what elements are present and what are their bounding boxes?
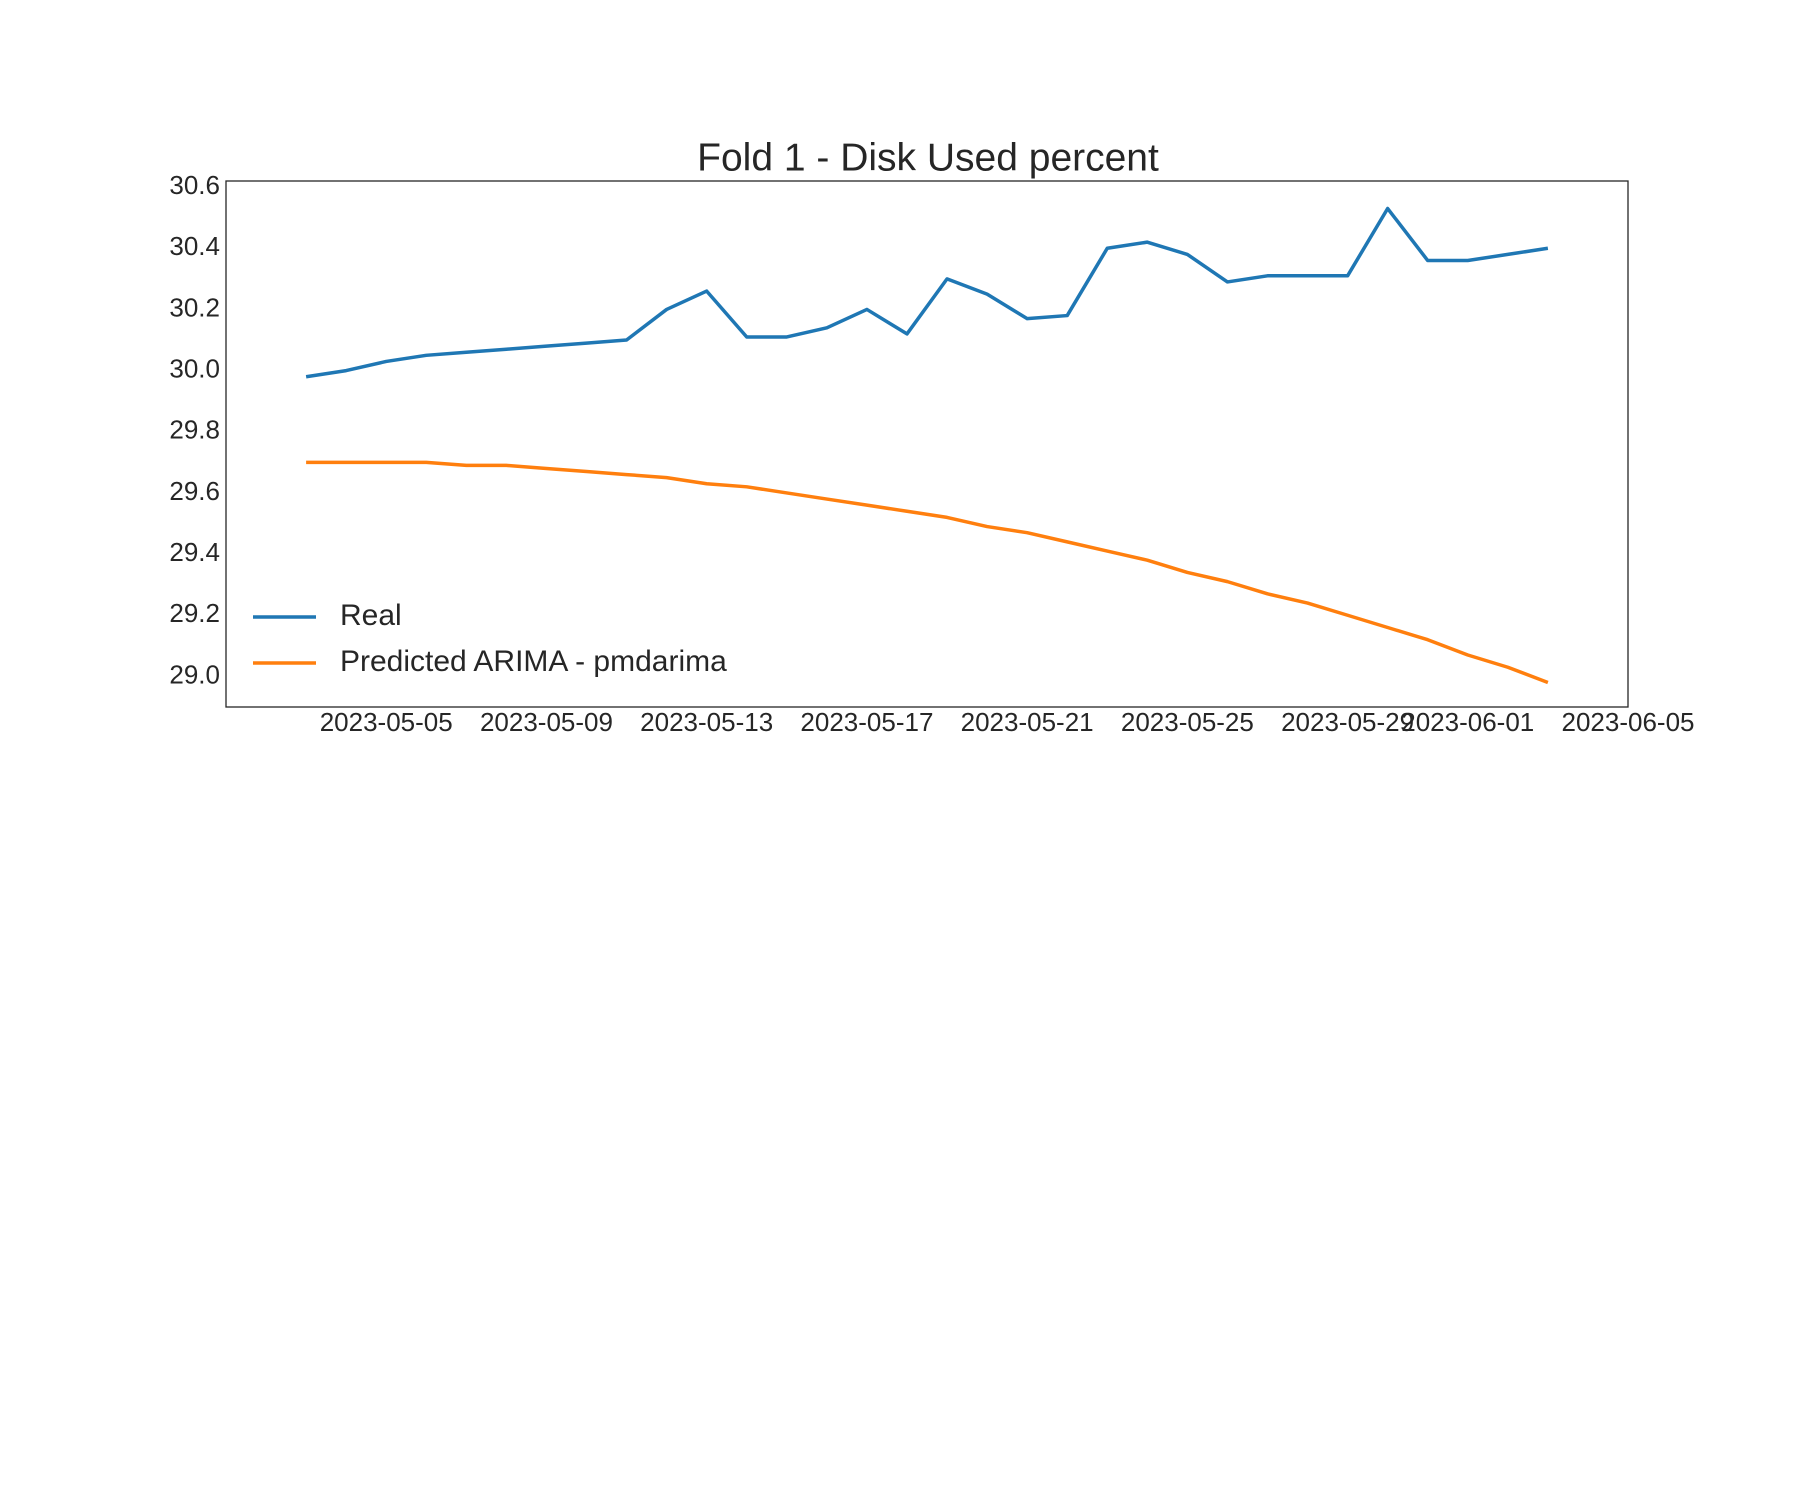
x-tick-label: 2023-05-21 [961, 707, 1094, 737]
y-tick-label: 30.4 [169, 231, 220, 261]
y-tick-label: 29.2 [169, 598, 220, 628]
y-tick-label: 29.4 [169, 537, 220, 567]
x-tick-label: 2023-06-05 [1562, 707, 1695, 737]
y-tick-label: 30.6 [169, 170, 220, 200]
y-tick-label: 29.6 [169, 476, 220, 506]
y-tick-label: 29.8 [169, 415, 220, 445]
x-tick-label: 2023-05-17 [800, 707, 933, 737]
legend-label: Predicted ARIMA - pmdarima [340, 645, 727, 678]
y-tick-label: 30.2 [169, 292, 220, 322]
y-tick-label: 29.0 [169, 659, 220, 689]
plot-frame [225, 180, 1629, 708]
x-tick-label: 2023-05-25 [1121, 707, 1254, 737]
series-line [305, 206, 1549, 379]
legend-label: Real [340, 599, 402, 632]
x-tick-label: 2023-05-05 [320, 707, 453, 737]
x-tick-label: 2023-05-29 [1281, 707, 1414, 737]
x-tick-label: 2023-06-01 [1401, 707, 1534, 737]
y-tick-label: 30.0 [169, 353, 220, 383]
series-line [306, 460, 1549, 685]
chart-title: Fold 1 - Disk Used percent [697, 136, 1159, 179]
x-tick-label: 2023-05-09 [480, 707, 613, 737]
x-tick-label: 2023-05-13 [640, 707, 773, 737]
